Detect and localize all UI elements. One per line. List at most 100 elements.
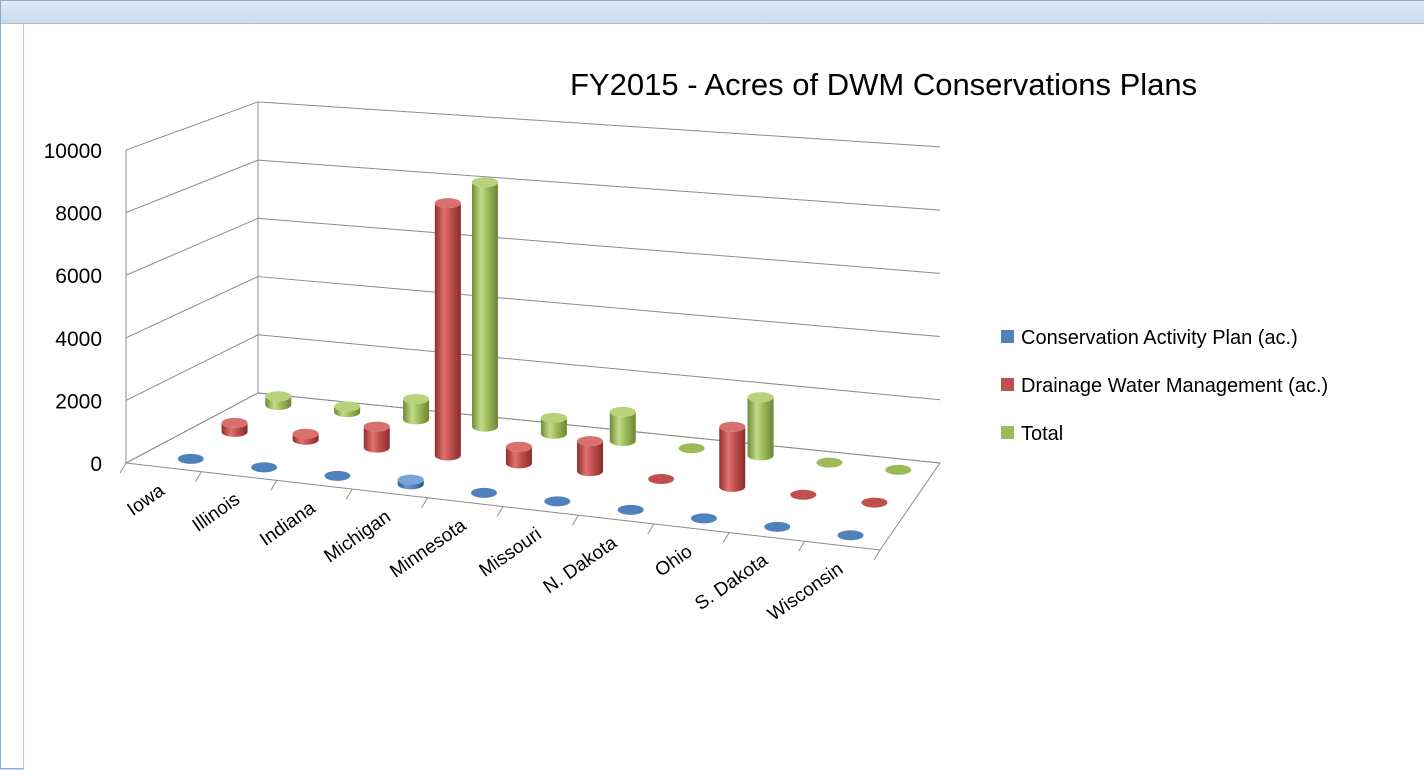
bar-0-6 bbox=[617, 504, 644, 515]
bar-1-1 bbox=[292, 428, 319, 445]
bar-disc bbox=[471, 487, 498, 498]
bar-0-4 bbox=[471, 487, 498, 498]
bar-body bbox=[609, 411, 636, 447]
x-tick-label: Michigan bbox=[320, 506, 394, 567]
x-tick-label: Illinois bbox=[189, 489, 244, 536]
bar-disc bbox=[885, 464, 912, 475]
bar-disc bbox=[861, 497, 888, 508]
bar-1-7 bbox=[719, 421, 746, 492]
bar-body bbox=[221, 422, 248, 437]
floor-outline bbox=[124, 392, 941, 551]
bar-body bbox=[265, 396, 292, 411]
chart-area bbox=[23, 24, 1424, 770]
x-tick-mark bbox=[270, 480, 278, 491]
bar-body bbox=[471, 182, 498, 432]
bar-layer bbox=[177, 177, 912, 541]
bar-disc bbox=[764, 521, 791, 532]
x-tick-label: S. Dakota bbox=[691, 550, 772, 615]
bar-2-0 bbox=[265, 391, 292, 411]
bar-top bbox=[434, 198, 461, 209]
y-tick-label: 10000 bbox=[44, 140, 102, 163]
bar-2-8 bbox=[816, 457, 843, 468]
x-tick-mark bbox=[345, 488, 353, 500]
bar-top bbox=[719, 421, 746, 432]
y-tick-label: 0 bbox=[90, 453, 102, 476]
bar-body bbox=[403, 399, 430, 425]
bar-top bbox=[403, 394, 430, 405]
x-tick-mark bbox=[119, 462, 127, 474]
bar-2-6 bbox=[678, 443, 705, 454]
x-tick-mark bbox=[496, 506, 504, 517]
gridline-back bbox=[257, 101, 941, 148]
x-tick-mark bbox=[798, 541, 806, 552]
bar-0-0 bbox=[177, 453, 204, 464]
legend-label: Drainage Water Management (ac.) bbox=[1021, 375, 1328, 397]
bar-1-8 bbox=[790, 489, 817, 500]
bar-disc bbox=[324, 470, 351, 481]
bar-disc bbox=[690, 513, 717, 524]
bar-1-3 bbox=[434, 198, 461, 461]
gridline-side bbox=[125, 101, 259, 151]
bar-disc bbox=[251, 462, 278, 473]
bar-1-6 bbox=[648, 474, 675, 485]
bar-body bbox=[434, 203, 461, 461]
bar-disc bbox=[837, 530, 864, 541]
bar-0-9 bbox=[837, 530, 864, 541]
legend: Conservation Activity Plan (ac.) Drainage… bbox=[1001, 327, 1328, 445]
x-tick-label: Ohio bbox=[651, 541, 696, 581]
gridline-side bbox=[125, 217, 259, 276]
x-tick-mark bbox=[873, 549, 881, 561]
bar-2-1 bbox=[334, 401, 361, 418]
bar-disc bbox=[544, 496, 571, 507]
legend-swatch bbox=[1001, 330, 1014, 343]
bar-0-1 bbox=[251, 462, 278, 473]
bar-disc bbox=[678, 443, 705, 454]
bar-disc bbox=[790, 489, 817, 500]
gridline-back bbox=[257, 334, 941, 401]
bar-top bbox=[265, 391, 292, 402]
bar-top bbox=[471, 177, 498, 188]
x-tick-label: Indiana bbox=[256, 497, 319, 550]
bar-1-4 bbox=[505, 441, 532, 469]
bar-2-4 bbox=[540, 412, 567, 439]
bar-disc bbox=[648, 474, 675, 485]
bar-top bbox=[363, 421, 390, 432]
window-top-band bbox=[1, 1, 1424, 24]
gridline-side bbox=[125, 276, 259, 339]
bar-2-3 bbox=[471, 177, 498, 432]
bar-body bbox=[397, 479, 424, 490]
legend-label: Total bbox=[1021, 423, 1063, 445]
bar-1-9 bbox=[861, 497, 888, 508]
bar-0-5 bbox=[544, 496, 571, 507]
bar-2-2 bbox=[403, 394, 430, 425]
x-tick-label: Iowa bbox=[124, 480, 169, 520]
bar-2-7 bbox=[747, 392, 774, 461]
bar-2-9 bbox=[885, 464, 912, 475]
gridline-side bbox=[125, 334, 259, 401]
bar-disc bbox=[177, 453, 204, 464]
y-tick-label: 2000 bbox=[55, 390, 102, 413]
bar-top bbox=[292, 428, 319, 439]
legend-swatch bbox=[1001, 378, 1014, 391]
y-tick-label: 6000 bbox=[55, 265, 102, 288]
gridline-side bbox=[125, 159, 259, 214]
bar-top bbox=[609, 406, 636, 417]
bar-body bbox=[577, 441, 604, 477]
x-tick-label: N. Dakota bbox=[540, 532, 622, 598]
gridline-back bbox=[257, 159, 941, 211]
bar-1-0 bbox=[221, 417, 248, 437]
y-tick-label: 4000 bbox=[55, 328, 102, 351]
bar-body bbox=[505, 446, 532, 469]
x-tick-label: Minnesota bbox=[386, 515, 470, 583]
legend-label: Conservation Activity Plan (ac.) bbox=[1021, 327, 1298, 349]
bar-0-7 bbox=[690, 513, 717, 524]
bar-top bbox=[397, 474, 424, 485]
gridline-back bbox=[257, 276, 941, 338]
bar-top bbox=[221, 417, 248, 428]
gridline-back bbox=[257, 217, 941, 274]
x-tick-mark bbox=[421, 497, 429, 509]
bar-top bbox=[505, 441, 532, 452]
bar-0-8 bbox=[764, 521, 791, 532]
